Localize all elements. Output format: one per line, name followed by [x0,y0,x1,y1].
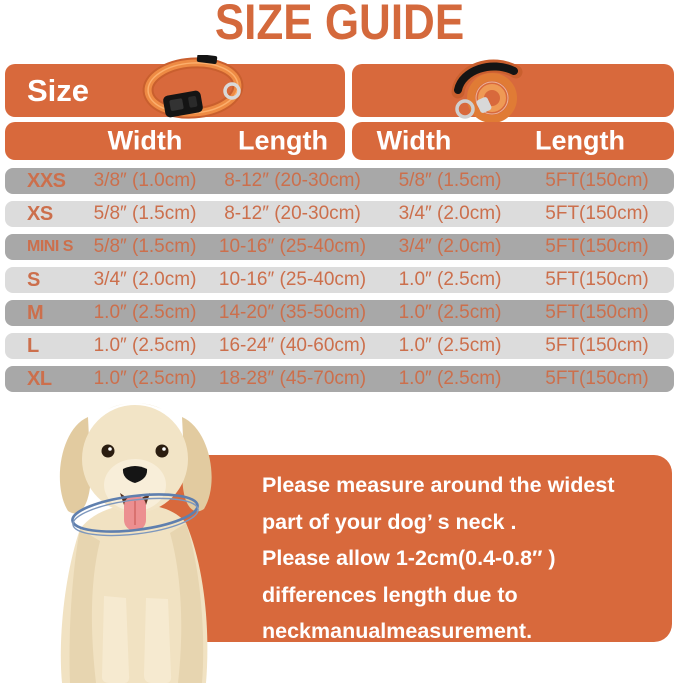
collar-width-cell: 1.0″ (2.5cm) [93,335,197,356]
size-cell: XXS [27,169,66,192]
leash-icon [440,56,532,124]
table-row: S 3/4″ (2.0cm) 10-16″ (25-40cm) 1.0″ (2.… [5,267,674,293]
collar-width-cell: 5/8″ (1.5cm) [93,236,197,257]
collar-width-cell: 3/4″ (2.0cm) [93,269,197,290]
leash-subheader-bar: Width Length [352,122,674,160]
header-row-products: Size [5,55,674,123]
table-row: L 1.0″ (2.5cm) 16-24″ (40-60cm) 1.0″ (2.… [5,333,674,359]
leash-width-cell: 1.0″ (2.5cm) [398,302,502,323]
leash-width-cell: 3/4″ (2.0cm) [398,203,502,224]
note-line: part of your dog’ s neck . [262,509,517,534]
table-row: M 1.0″ (2.5cm) 14-20″ (35-50cm) 1.0″ (2.… [5,300,674,326]
collar-width-cell: 3/8″ (1.0cm) [93,170,197,191]
leash-header-bar [352,59,674,123]
collar-width-cell: 1.0″ (2.5cm) [93,368,197,389]
leash-width-cell: 1.0″ (2.5cm) [398,335,502,356]
leash-length-cell: 5FT(150cm) [545,203,649,224]
collar-length-cell: 16-24″ (40-60cm) [218,335,367,356]
leash-length-cell: 5FT(150cm) [545,170,649,191]
collar-length-cell: 14-20″ (35-50cm) [218,302,367,323]
collar-width-cell: 1.0″ (2.5cm) [93,302,197,323]
collar-width-header: Width [107,125,183,156]
note-line: Please measure around the widest [262,473,615,497]
size-cell: L [27,334,39,357]
measuring-note-text: Please measure around the widest part of… [262,467,658,650]
note-line: differences length due to [262,582,518,607]
collar-length-cell: 10-16″ (25-40cm) [218,269,367,290]
size-cell: M [27,301,44,324]
size-cell: XL [27,367,52,390]
size-cell: XS [27,202,53,225]
collar-length-cell: 8-12″ (20-30cm) [224,203,361,224]
leash-length-cell: 5FT(150cm) [545,368,649,389]
table-row: MINI S 5/8″ (1.5cm) 10-16″ (25-40cm) 3/4… [5,234,674,260]
leash-width-cell: 1.0″ (2.5cm) [398,368,502,389]
note-line: Please allow 1-2cm(0.4-0.8″ ) [262,546,556,570]
size-cell: S [27,268,40,291]
collar-subheader-bar: Width Length [5,122,345,160]
leash-width-cell: 5/8″ (1.5cm) [398,170,502,191]
page-title: SIZE GUIDE [214,0,465,50]
measuring-note-box: Please measure around the widest part of… [150,455,672,643]
size-table: XXS 3/8″ (1.0cm) 8-12″ (20-30cm) 5/8″ (1… [5,168,674,399]
leash-length-cell: 5FT(150cm) [545,302,649,323]
leash-length-cell: 5FT(150cm) [545,335,649,356]
leash-length-cell: 5FT(150cm) [545,236,649,257]
leash-length-header: Length [535,125,625,156]
header-row-columns: Width Length Width Length [5,122,674,160]
collar-length-cell: 10-16″ (25-40cm) [218,236,367,257]
collar-length-cell: 18-28″ (45-70cm) [218,368,367,389]
leash-width-cell: 3/4″ (2.0cm) [398,236,502,257]
leash-width-cell: 1.0″ (2.5cm) [398,269,502,290]
size-column-header: Size [27,72,90,108]
table-row: XL 1.0″ (2.5cm) 18-28″ (45-70cm) 1.0″ (2… [5,366,674,392]
collar-length-header: Length [238,125,328,156]
dog-photo [38,401,243,683]
table-row: XS 5/8″ (1.5cm) 8-12″ (20-30cm) 3/4″ (2.… [5,201,674,227]
table-row: XXS 3/8″ (1.0cm) 8-12″ (20-30cm) 5/8″ (1… [5,168,674,194]
leash-length-cell: 5FT(150cm) [545,269,649,290]
size-cell: MINI S [27,238,73,255]
collar-icon [137,55,249,125]
collar-header-bar: Size [5,55,345,119]
leash-width-header: Width [376,125,452,156]
collar-width-cell: 5/8″ (1.5cm) [93,203,197,224]
note-line: neckmanualmeasurement. [262,619,533,643]
collar-length-cell: 8-12″ (20-30cm) [224,170,361,191]
